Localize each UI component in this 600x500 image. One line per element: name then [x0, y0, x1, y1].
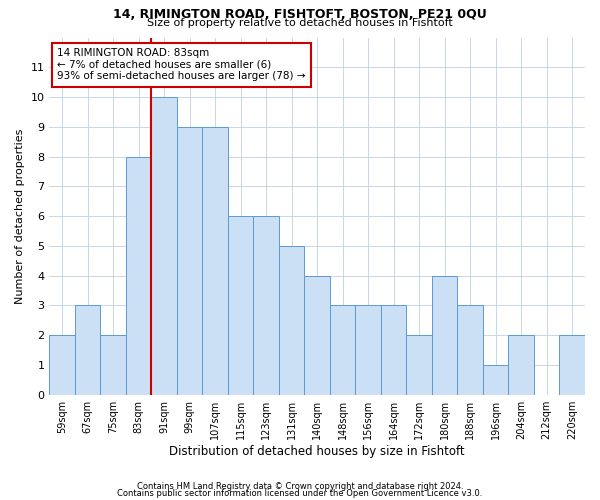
Bar — [483, 365, 508, 394]
Bar — [406, 335, 432, 394]
Bar — [457, 306, 483, 394]
Bar — [202, 127, 228, 394]
Bar — [508, 335, 534, 394]
Bar — [559, 335, 585, 394]
Bar — [228, 216, 253, 394]
Y-axis label: Number of detached properties: Number of detached properties — [15, 128, 25, 304]
Bar — [75, 306, 100, 394]
Bar — [151, 97, 177, 394]
Bar — [100, 335, 126, 394]
X-axis label: Distribution of detached houses by size in Fishtoft: Distribution of detached houses by size … — [169, 444, 465, 458]
Bar — [355, 306, 381, 394]
Bar — [304, 276, 330, 394]
Bar — [330, 306, 355, 394]
Bar — [126, 156, 151, 394]
Text: Contains HM Land Registry data © Crown copyright and database right 2024.: Contains HM Land Registry data © Crown c… — [137, 482, 463, 491]
Bar — [381, 306, 406, 394]
Bar — [177, 127, 202, 394]
Text: 14 RIMINGTON ROAD: 83sqm
← 7% of detached houses are smaller (6)
93% of semi-det: 14 RIMINGTON ROAD: 83sqm ← 7% of detache… — [58, 48, 306, 82]
Bar — [279, 246, 304, 394]
Bar — [253, 216, 279, 394]
Bar — [432, 276, 457, 394]
Text: Contains public sector information licensed under the Open Government Licence v3: Contains public sector information licen… — [118, 489, 482, 498]
Text: Size of property relative to detached houses in Fishtoft: Size of property relative to detached ho… — [147, 18, 453, 28]
Text: 14, RIMINGTON ROAD, FISHTOFT, BOSTON, PE21 0QU: 14, RIMINGTON ROAD, FISHTOFT, BOSTON, PE… — [113, 8, 487, 20]
Bar — [49, 335, 75, 394]
